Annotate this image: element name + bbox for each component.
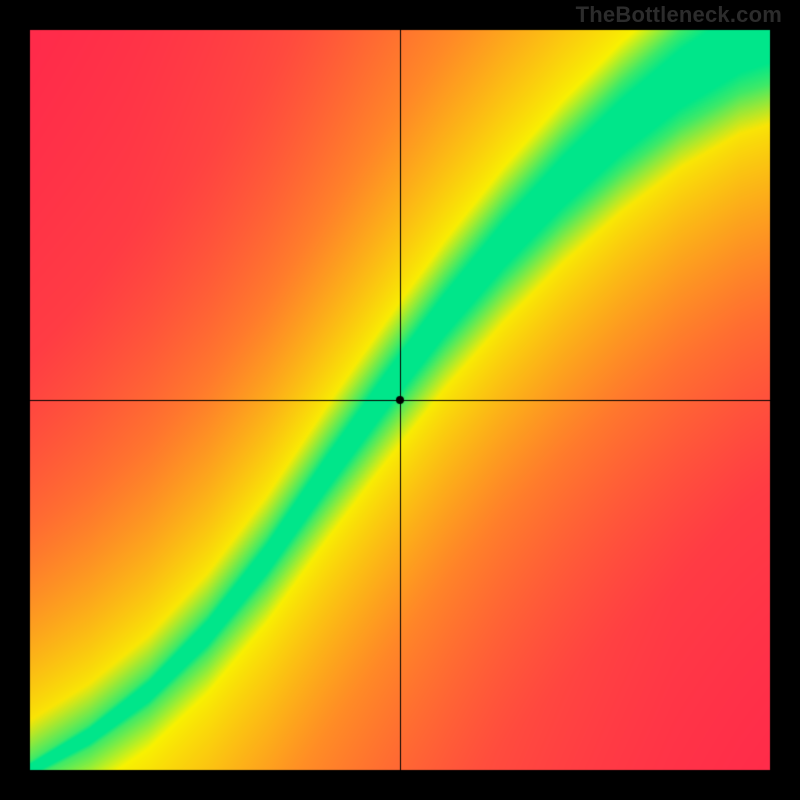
watermark-text: TheBottleneck.com [576,2,782,28]
bottleneck-heatmap [0,0,800,800]
